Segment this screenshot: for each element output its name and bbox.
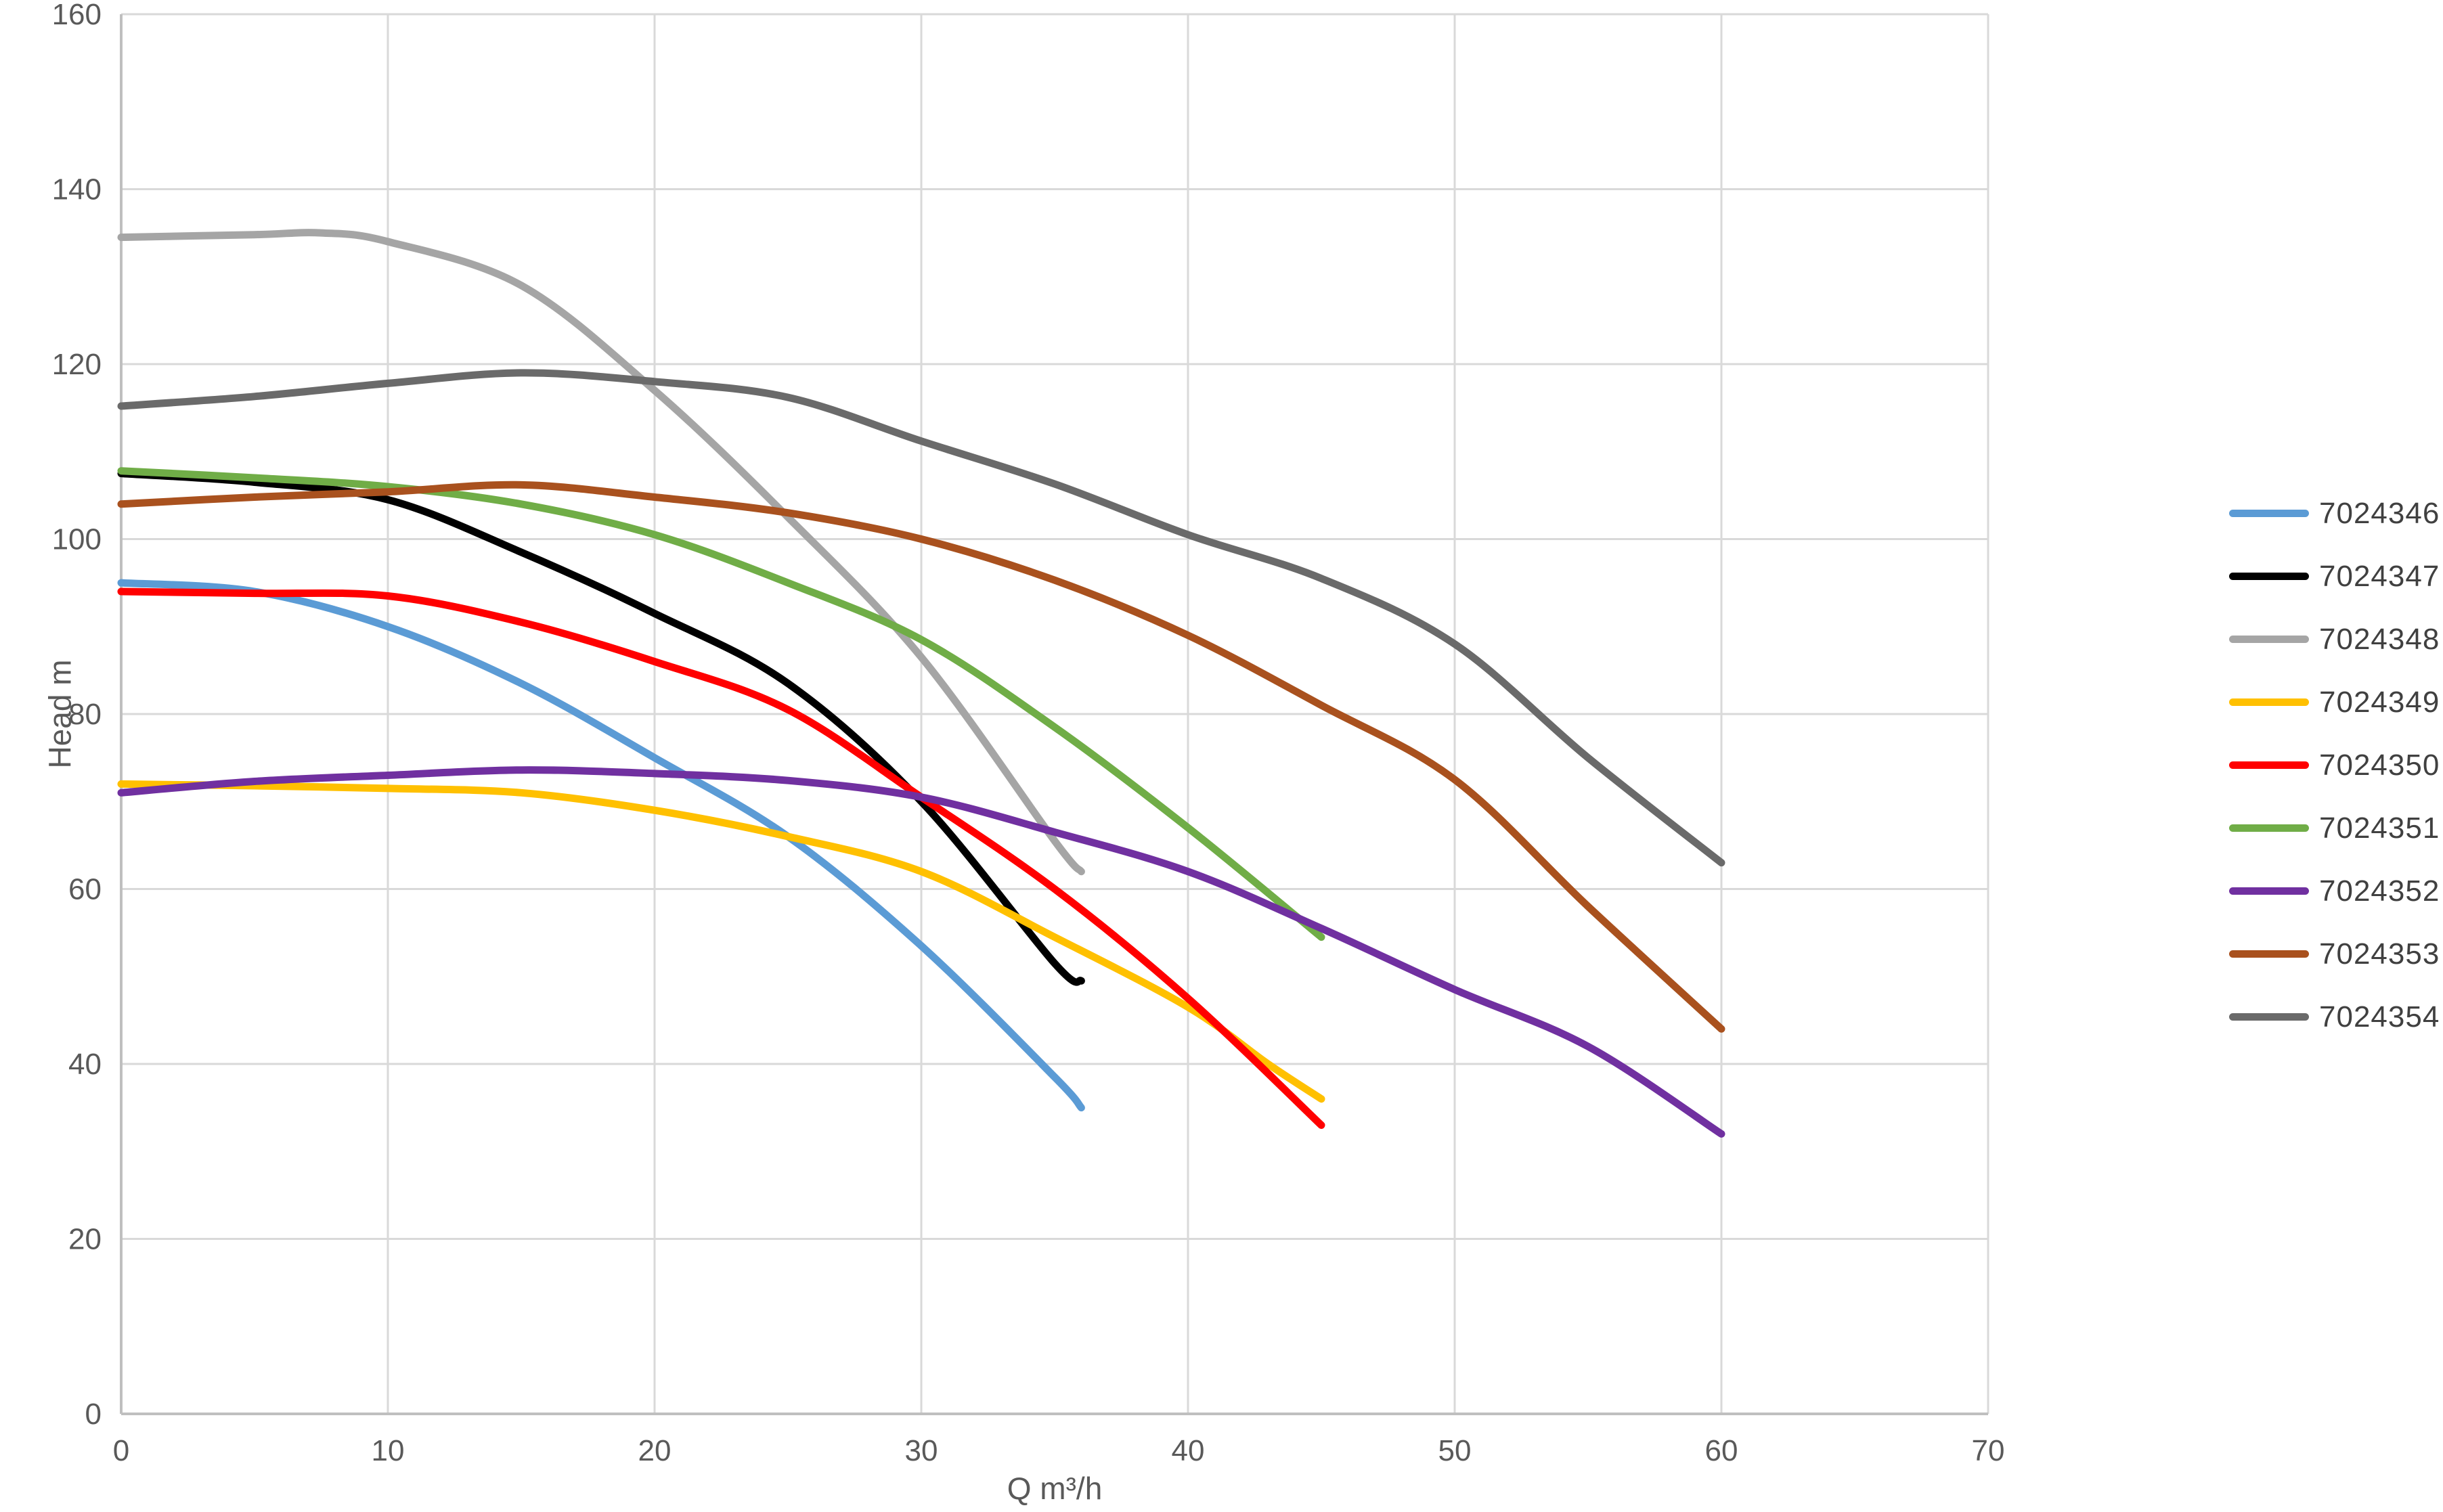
legend-item-7024353: 7024353 [2229,922,2440,985]
legend-label: 7024349 [2319,685,2440,719]
x-tick-label: 40 [1172,1434,1205,1467]
legend-label: 7024354 [2319,1000,2440,1033]
legend-label: 7024353 [2319,937,2440,971]
series-line-7024350 [117,587,1325,1129]
x-tick-label: 10 [372,1434,405,1467]
y-tick-label: 140 [52,173,102,206]
y-tick-label: 80 [68,698,102,731]
series-line-7024348 [117,229,1085,876]
x-tick-label: 20 [638,1434,672,1467]
legend-item-7024348: 7024348 [2229,608,2440,671]
x-tick-label: 60 [1705,1434,1738,1467]
legend-line-swatch [2229,636,2309,643]
series-line-7024353 [117,481,1725,1033]
legend-line-swatch [2229,573,2309,580]
series-line-7024352 [117,766,1725,1138]
y-tick-label: 160 [52,0,102,31]
x-tick-label: 70 [1972,1434,2005,1467]
legend-line-swatch [2229,761,2309,769]
legend-line-swatch [2229,950,2309,958]
legend-label: 7024346 [2319,496,2440,530]
y-tick-label: 40 [68,1048,102,1081]
series-line-7024347 [117,470,1085,986]
legend-item-7024351: 7024351 [2229,797,2440,860]
series-line-7024351 [117,467,1325,941]
y-tick-label: 120 [52,348,102,381]
legend-item-7024346: 7024346 [2229,482,2440,545]
x-tick-label: 0 [113,1434,129,1467]
legend-label: 7024350 [2319,748,2440,782]
legend-item-7024352: 7024352 [2229,860,2440,922]
y-tick-label: 100 [52,523,102,556]
legend-label: 7024352 [2319,874,2440,908]
legend-label: 7024348 [2319,622,2440,656]
y-axis-title: Head m [42,659,78,769]
x-axis-title: Q m³/h [1007,1471,1103,1506]
legend-item-7024347: 7024347 [2229,545,2440,608]
legend-line-swatch [2229,698,2309,706]
legend-item-7024350: 7024350 [2229,734,2440,797]
legend-line-swatch [2229,887,2309,895]
x-tick-label: 50 [1438,1434,1472,1467]
legend-label: 7024347 [2319,559,2440,593]
legend-line-swatch [2229,1013,2309,1021]
series-line-7024346 [117,579,1085,1112]
series-line-7024354 [117,369,1725,867]
x-tick-label: 30 [905,1434,938,1467]
series-line-7024349 [117,780,1325,1103]
y-tick-label: 60 [68,873,102,906]
legend-line-swatch [2229,510,2309,517]
y-tick-label: 0 [85,1398,102,1431]
legend-line-swatch [2229,824,2309,832]
y-tick-label: 20 [68,1223,102,1256]
legend-label: 7024351 [2319,811,2440,845]
legend-item-7024354: 7024354 [2229,985,2440,1048]
legend: 7024346 7024347 7024348 7024349 7024350 70243… [2229,482,2440,1048]
legend-item-7024349: 7024349 [2229,671,2440,734]
